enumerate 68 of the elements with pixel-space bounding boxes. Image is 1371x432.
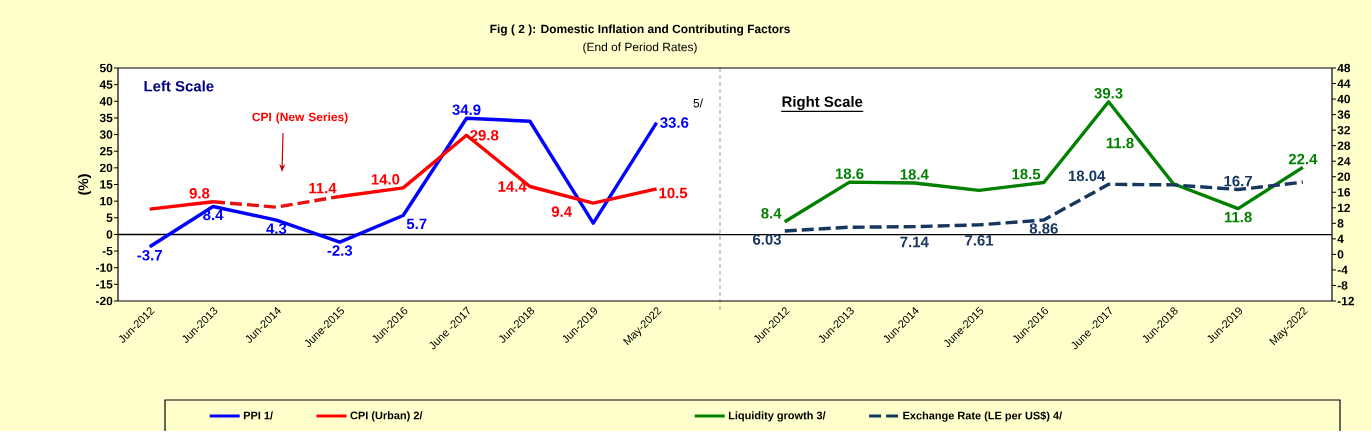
y2-tick-label: 24 — [1337, 157, 1351, 166]
data-label: 9.8 — [189, 188, 210, 199]
annotation: 5/ — [693, 98, 703, 108]
y-tick-label: 15 — [100, 180, 113, 189]
y-tick-label: -15 — [96, 280, 113, 289]
legend-label: PPI 1/ — [243, 411, 273, 420]
annotation: 11.8 — [1106, 137, 1134, 149]
data-label: 39.3 — [1094, 88, 1123, 99]
y2-tick-label: -12 — [1337, 297, 1354, 306]
y-tick-label: -5 — [102, 247, 113, 256]
y2-tick-label: 36 — [1337, 110, 1351, 120]
data-label: 5.7 — [406, 218, 427, 230]
y2-tick-label: 16 — [1337, 188, 1351, 197]
y2-tick-label: -4 — [1337, 266, 1348, 275]
y-tick-label: 5 — [106, 213, 113, 223]
data-label: 8.4 — [761, 208, 782, 219]
annotation: Right Scale — [782, 96, 863, 111]
y2-tick-label: 28 — [1337, 141, 1351, 151]
data-label: 18.04 — [1068, 170, 1106, 182]
data-label: 18.5 — [1012, 168, 1041, 180]
data-label: 4.3 — [266, 223, 287, 235]
data-label: 34.9 — [452, 104, 481, 116]
y-tick-label: 40 — [99, 97, 113, 106]
data-label: 11.4 — [309, 183, 337, 194]
y-tick-label: 20 — [99, 163, 113, 173]
chart-title: Fig ( 2 ): Domestic Inflation and Contributing Factors — [490, 24, 790, 36]
y-tick-label: -20 — [96, 296, 113, 306]
data-label: 16.7 — [1224, 175, 1252, 187]
y2-tick-label: 8 — [1337, 219, 1344, 228]
data-label: 8.86 — [1029, 223, 1058, 234]
y2-tick-label: 20 — [1337, 172, 1350, 182]
y2-tick-label: 40 — [1337, 95, 1350, 104]
y-tick-label: 25 — [99, 147, 113, 156]
y-axis-title: (%) — [78, 174, 92, 195]
y2-tick-label: 32 — [1337, 126, 1351, 135]
y2-tick-label: -8 — [1337, 281, 1348, 290]
y2-tick-label: 44 — [1337, 79, 1351, 88]
data-label: 9.4 — [551, 206, 572, 218]
data-label: 14.4 — [498, 181, 527, 192]
legend-label: Liquidity growth 3/ — [728, 411, 826, 422]
y-tick-label: 0 — [106, 230, 113, 239]
y-tick-label: 35 — [99, 113, 113, 123]
data-label: 18.6 — [835, 168, 864, 180]
data-label: 6.03 — [753, 234, 782, 245]
data-label: 33.6 — [660, 117, 689, 129]
legend-label: CPI (Urban) 2/ — [350, 411, 423, 422]
data-label: -3.7 — [137, 250, 162, 261]
data-label: 22.4 — [1288, 153, 1318, 165]
legend-label: Exchange Rate (LE per US$) 4/ — [903, 411, 1063, 422]
data-label: -2.3 — [327, 245, 353, 257]
data-label: 7.14 — [900, 237, 929, 248]
y2-tick-label: 0 — [1337, 250, 1344, 259]
y-tick-label: 10 — [100, 197, 113, 206]
y-tick-label: 30 — [99, 130, 113, 140]
data-label: 14.0 — [371, 174, 400, 185]
data-label: 11.8 — [1224, 211, 1252, 223]
y-tick-label: 45 — [99, 80, 113, 90]
annotation: Left Scale — [144, 80, 214, 92]
y-tick-label: 50 — [99, 63, 113, 73]
annotation: 10.5 — [659, 187, 688, 199]
annotation: CPI (New Series) — [252, 112, 348, 124]
y2-tick-label: 48 — [1337, 63, 1351, 73]
y2-tick-label: 4 — [1337, 234, 1344, 244]
data-label: 7.61 — [965, 235, 994, 246]
chart-subtitle: (End of Period Rates) — [583, 42, 697, 54]
y-tick-label: -10 — [96, 263, 113, 273]
data-label: 18.4 — [900, 169, 929, 180]
y2-tick-label: 12 — [1337, 203, 1351, 213]
